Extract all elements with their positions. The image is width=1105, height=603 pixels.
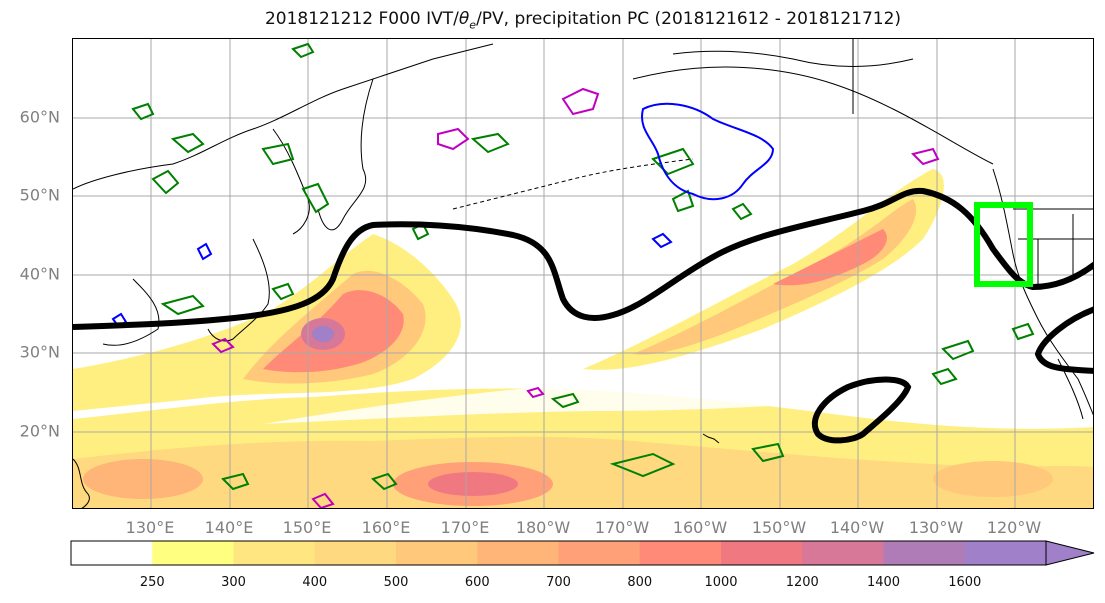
lat-label-30n: 30°N [19, 342, 60, 362]
lon-label-130w: 130°W [908, 518, 964, 537]
japan [207, 238, 270, 342]
colorbar-tick-label: 600 [464, 575, 490, 590]
colorbar-swatch [802, 541, 884, 565]
lon-label-170e: 170°E [440, 518, 490, 537]
baja [1057, 358, 1084, 420]
colorbar-swatch [639, 541, 722, 565]
lon-label-140e: 140°E [204, 518, 254, 537]
colorbar-tick-label: 250 [139, 575, 165, 590]
alaska [632, 66, 994, 165]
colorbar-swatch [558, 541, 641, 565]
theta-subscript: e [469, 18, 477, 32]
ivt-band-south-inner [73, 436, 1093, 508]
korea-china [102, 278, 160, 346]
map-canvas [73, 39, 1093, 508]
target-region-box [974, 202, 1033, 287]
ivt-core-west-2 [312, 326, 334, 342]
kamchatka [317, 78, 374, 231]
colorbar-swatch [152, 541, 234, 565]
colorbar-swatch [314, 541, 397, 565]
colorbar-tick-label: 800 [627, 575, 653, 590]
asia-coast [73, 43, 494, 190]
ivt-band-ne [583, 169, 944, 370]
colorbar-swatch [477, 541, 559, 565]
ph-islands [73, 458, 90, 508]
aleutians [452, 158, 694, 210]
magenta-contours [211, 87, 940, 508]
colorbar-swatch [964, 541, 1047, 565]
ivt-core-se [933, 461, 1053, 497]
colorbar-swatch [721, 541, 803, 565]
colorbar-extend-arrow [1045, 540, 1095, 566]
lon-label-170w: 170°W [594, 518, 650, 537]
lon-label-160w: 160°W [672, 518, 728, 537]
lat-label-20n: 20°N [19, 421, 60, 441]
colorbar-tick-label: 1000 [704, 575, 738, 590]
ivt-core-sw [83, 459, 203, 499]
colorbar-swatch [883, 541, 966, 565]
colorbar-tick-label: 700 [546, 575, 571, 590]
na-west-coast [992, 168, 1093, 416]
map-panel [72, 38, 1094, 509]
lat-label-60n: 60°N [19, 107, 60, 127]
colorbar-frame [70, 540, 1047, 566]
graticule [73, 39, 1093, 508]
lon-label-150e: 150°E [282, 518, 332, 537]
lon-label-120w: 120°W [986, 518, 1042, 537]
colorbar-tick-label: 1400 [866, 575, 901, 590]
lon-label-130e: 130°E [125, 518, 175, 537]
colorbar-swatch [71, 541, 153, 565]
ivt-shading [73, 169, 1093, 508]
colorbar-swatch [233, 541, 316, 565]
colorbar-tick-label: 1600 [948, 575, 982, 590]
coastlines [73, 39, 1093, 508]
colorbar-tick-label: 500 [383, 575, 409, 590]
sea-okhotsk [272, 128, 310, 235]
theta-symbol: θ [458, 9, 470, 29]
lat-label-40n: 40°N [19, 264, 60, 284]
lon-label-160e: 160°E [361, 518, 411, 537]
lon-label-180w: 180°W [515, 518, 571, 537]
ivt-core-south-2 [428, 472, 518, 496]
colorbar-swatches [71, 541, 1047, 565]
north-coast [672, 50, 914, 67]
colorbar-tick-label: 1200 [785, 575, 819, 590]
colorbar-tick-label: 400 [302, 575, 328, 590]
map-title: 2018121212 F000 IVT/θe/PV, precipitation… [264, 9, 902, 32]
lat-label-50n: 50°N [19, 185, 60, 205]
colorbar-tick-label: 300 [221, 575, 246, 590]
colorbar-swatch [396, 541, 478, 565]
hawaii [702, 433, 720, 444]
lon-label-150w: 150°W [751, 518, 807, 537]
lon-label-140w: 140°W [829, 518, 885, 537]
